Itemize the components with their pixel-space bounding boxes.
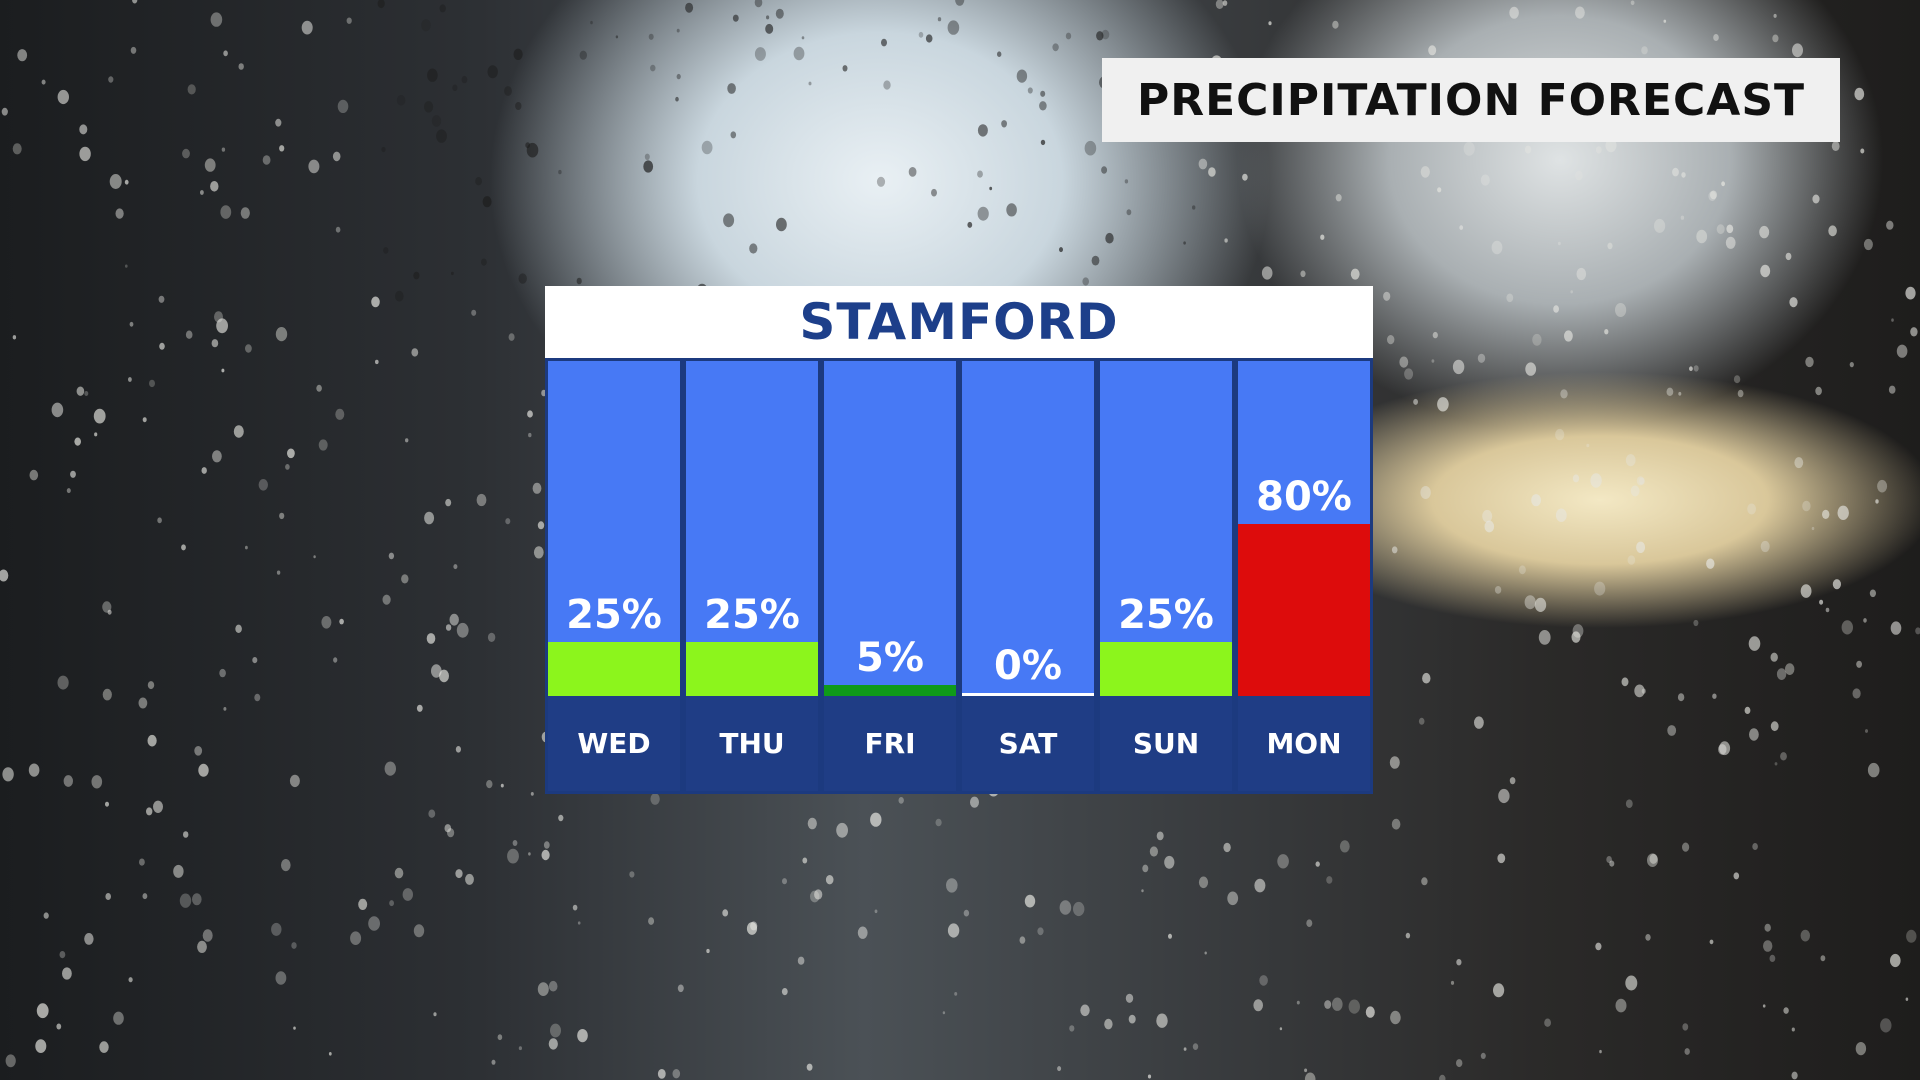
bar-wed: [548, 642, 680, 696]
value-label-sat: 0%: [994, 643, 1062, 689]
title-box: PRECIPITATION FORECAST: [1102, 58, 1840, 142]
value-label-wed: 25%: [566, 592, 662, 639]
bar-sat: [962, 693, 1094, 696]
page-title: PRECIPITATION FORECAST: [1136, 74, 1806, 126]
plot-area-thu: 25%: [686, 361, 818, 696]
bar-thu: [686, 642, 818, 696]
city-header: STAMFORD: [545, 286, 1373, 358]
city-name: STAMFORD: [799, 293, 1119, 351]
plot-area-mon: 80%: [1238, 361, 1370, 696]
day-column-thu: 25% THU: [686, 361, 818, 791]
value-label-fri: 5%: [856, 635, 924, 682]
forecast-panel: STAMFORD 25% WED 25% THU 5% FRI 0% SAT 25% SUN 80%…: [545, 286, 1373, 794]
day-column-mon: 80% MON: [1238, 361, 1370, 791]
bar-fri: [824, 685, 956, 696]
forecast-grid: 25% WED 25% THU 5% FRI 0% SAT 25% SUN 80% MON: [545, 358, 1373, 794]
day-label-wed: WED: [548, 696, 680, 791]
day-column-wed: 25% WED: [548, 361, 680, 791]
day-label-sun: SUN: [1100, 696, 1232, 791]
value-label-sun: 25%: [1118, 592, 1214, 639]
day-label-mon: MON: [1238, 696, 1370, 791]
plot-area-sat: 0%: [962, 361, 1094, 696]
plot-area-sun: 25%: [1100, 361, 1232, 696]
value-label-mon: 80%: [1256, 474, 1352, 520]
plot-area-wed: 25%: [548, 361, 680, 696]
day-column-fri: 5% FRI: [824, 361, 956, 791]
day-label-thu: THU: [686, 696, 818, 791]
day-label-fri: FRI: [824, 696, 956, 791]
day-label-sat: SAT: [962, 696, 1094, 791]
plot-area-fri: 5%: [824, 361, 956, 696]
bar-mon: [1238, 524, 1370, 696]
day-column-sun: 25% SUN: [1100, 361, 1232, 791]
value-label-thu: 25%: [704, 592, 800, 639]
bar-sun: [1100, 642, 1232, 696]
day-column-sat: 0% SAT: [962, 361, 1094, 791]
